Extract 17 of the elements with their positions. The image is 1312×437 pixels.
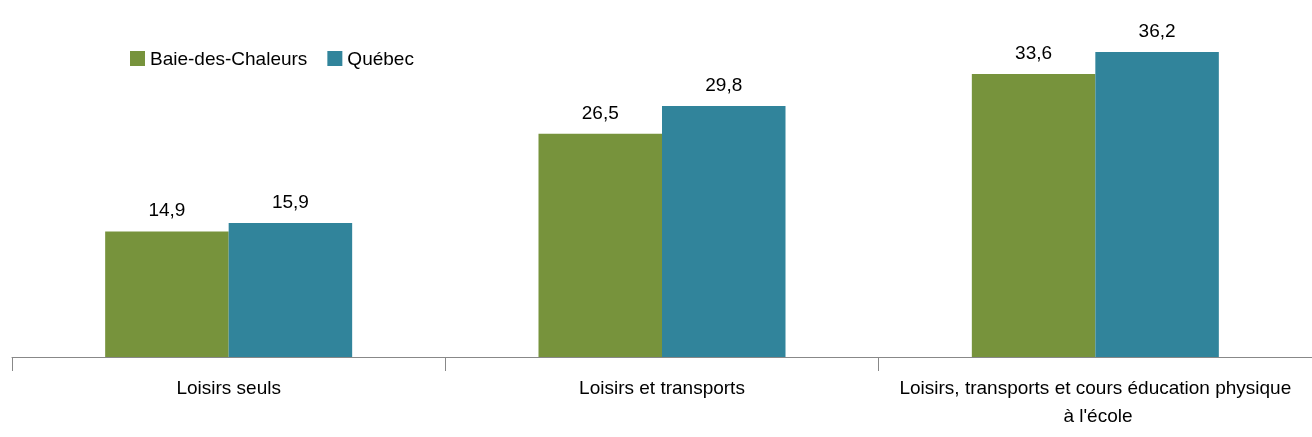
bar: [105, 231, 229, 357]
data-label: 14,9: [148, 199, 186, 221]
x-tick-label: Loisirs et transports: [579, 376, 745, 398]
data-label: 15,9: [271, 191, 309, 213]
bar: [1095, 52, 1219, 357]
data-label: 33,6: [1015, 41, 1053, 63]
legend-label: Québec: [347, 48, 414, 69]
bar: [971, 73, 1096, 357]
x-tick-label: Loisirs seuls: [176, 376, 281, 398]
data-label: 26,5: [581, 101, 619, 123]
legend-label: Baie-des-Chaleurs: [150, 48, 308, 69]
bar: [538, 133, 662, 357]
bar: [662, 105, 786, 357]
x-tick-label: Loisirs, transports et cours éducation physique à l'école: [899, 376, 1292, 426]
data-label: 36,2: [1138, 20, 1176, 42]
bar: [228, 223, 353, 357]
data-label: 29,8: [705, 73, 743, 95]
